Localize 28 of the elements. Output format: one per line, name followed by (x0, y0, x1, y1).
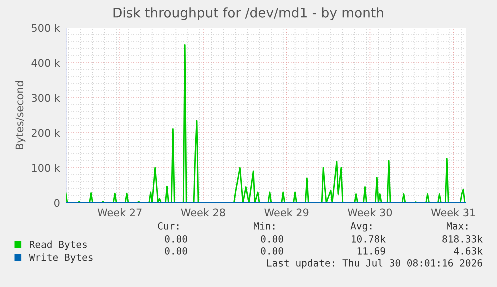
y-tick-label: 0 (54, 199, 60, 208)
y-axis-title: Bytes/second (16, 82, 26, 150)
text: 818.33k (442, 235, 483, 243)
chart-title: Disk throughput for /dev/md1 - by month (114, 8, 384, 20)
legend-label: Write Bytes (29, 254, 93, 264)
text: Min: (254, 222, 275, 230)
text: Cur: (158, 222, 179, 230)
text: 0.00 (165, 235, 188, 243)
text: Last update: Thu Jul 30 08:01:16 2026 (267, 259, 482, 269)
y-tick-label: 200 k (32, 129, 60, 138)
text: Avg: (350, 222, 372, 232)
x-tick-label: Week 31 (431, 208, 476, 217)
text: Max: (446, 222, 468, 230)
text: 0.00 (261, 247, 284, 255)
x-tick-label: Week 27 (98, 208, 142, 217)
y-tick-label: 500 k (32, 24, 60, 32)
x-tick-label: Week 29 (264, 208, 309, 217)
x-tick-label: Week 28 (181, 208, 226, 217)
text: 10.78k (352, 235, 386, 243)
x-tick-label: Week 30 (348, 208, 392, 217)
text: 0.00 (261, 235, 284, 243)
text: 4.63k (454, 247, 483, 255)
y-tick-label: 300 k (32, 94, 60, 102)
text: 0.00 (165, 247, 188, 255)
y-tick-label: 400 k (32, 59, 60, 68)
text: 11.69 (358, 247, 386, 255)
y-tick-label: 100 k (32, 164, 60, 172)
legend-label: Read Bytes (30, 240, 87, 250)
